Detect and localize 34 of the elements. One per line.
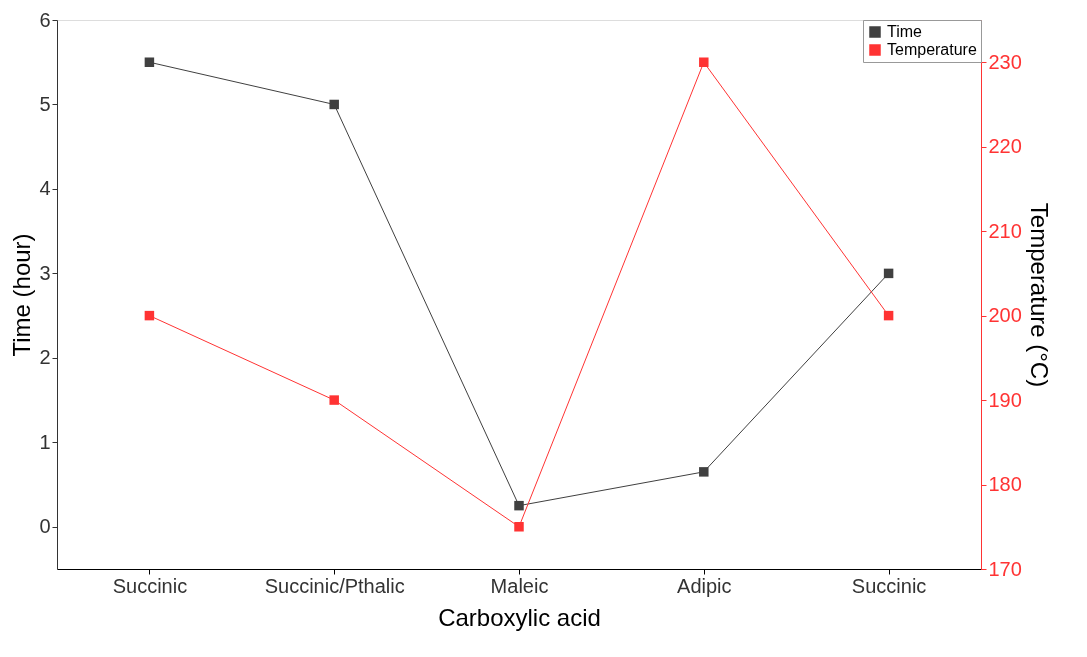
x-axis-title: Carboxylic acid [438, 603, 601, 631]
x-tick-label: Succinic [851, 574, 927, 597]
point [329, 99, 339, 110]
x-tick-label: Maleic [490, 574, 549, 597]
y-axis-title: Time (hour) [8, 233, 36, 357]
y-tick-label: 2 [39, 346, 51, 369]
point [329, 395, 339, 405]
y2-tick-label: 200 [988, 304, 1022, 327]
point [699, 467, 709, 477]
y-tick-label: 0 [39, 515, 51, 538]
y2-tick-label: 230 [988, 50, 1022, 73]
legend-label: Time [887, 23, 923, 40]
y-tick-label: 1 [39, 430, 51, 453]
point [514, 522, 524, 532]
y2-tick-label: 190 [988, 388, 1022, 411]
y-tick-label: 3 [39, 261, 51, 284]
point [883, 268, 894, 279]
y2-tick-label: 210 [988, 219, 1022, 242]
point [514, 500, 524, 511]
y2-tick-label: 220 [988, 135, 1022, 158]
x-tick-label: Succinic/Pthalic [264, 574, 405, 597]
y-tick-label: 5 [39, 92, 51, 115]
legend-label: Temperature [887, 41, 977, 58]
point [144, 310, 155, 321]
y2-axis-title: Temperature (°C) [1025, 202, 1053, 388]
point [883, 310, 894, 321]
x-tick-label: Adipic [677, 574, 732, 597]
point [699, 57, 709, 67]
y2-tick-label: 170 [988, 557, 1022, 580]
x-tick-label: Succinic [112, 574, 188, 597]
y2-tick-label: 180 [988, 473, 1022, 496]
y-tick-label: 6 [39, 8, 51, 31]
point [144, 57, 155, 67]
y-tick-label: 4 [39, 177, 51, 200]
